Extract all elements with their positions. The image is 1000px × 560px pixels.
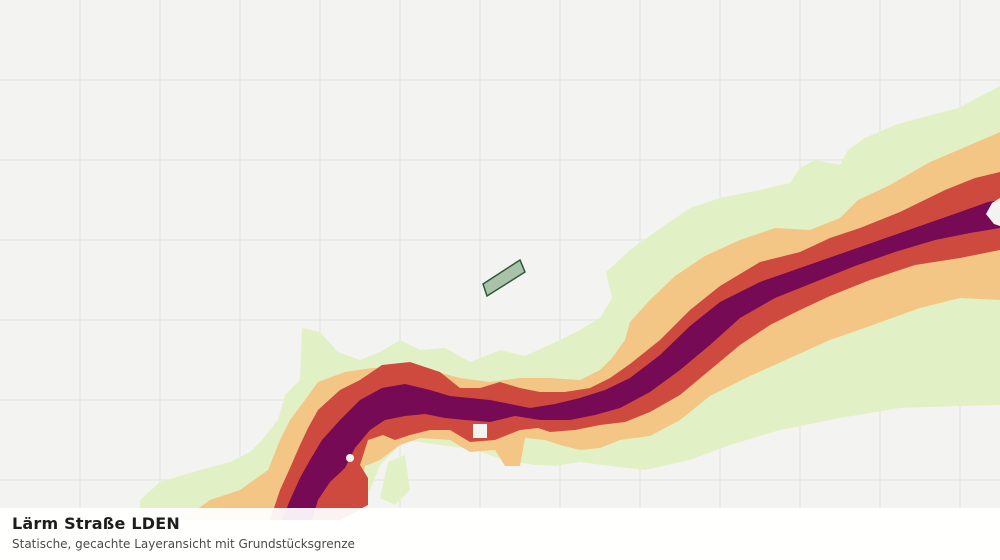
parcel-boundary[interactable] — [482, 258, 526, 298]
noise-patch-lower — [380, 455, 410, 505]
noise-band-core — [282, 200, 1000, 520]
map-gap-dot — [346, 454, 354, 462]
noise-band-3 — [270, 172, 1000, 520]
map-caption: Lärm Straße LDEN Statische, gecachte Lay… — [0, 508, 1000, 560]
map-gap-right — [986, 198, 1000, 226]
layer-subtitle: Statische, gecachte Layeransicht mit Gru… — [12, 537, 355, 551]
map-gap-small — [473, 424, 487, 438]
layer-title: Lärm Straße LDEN — [12, 514, 180, 533]
